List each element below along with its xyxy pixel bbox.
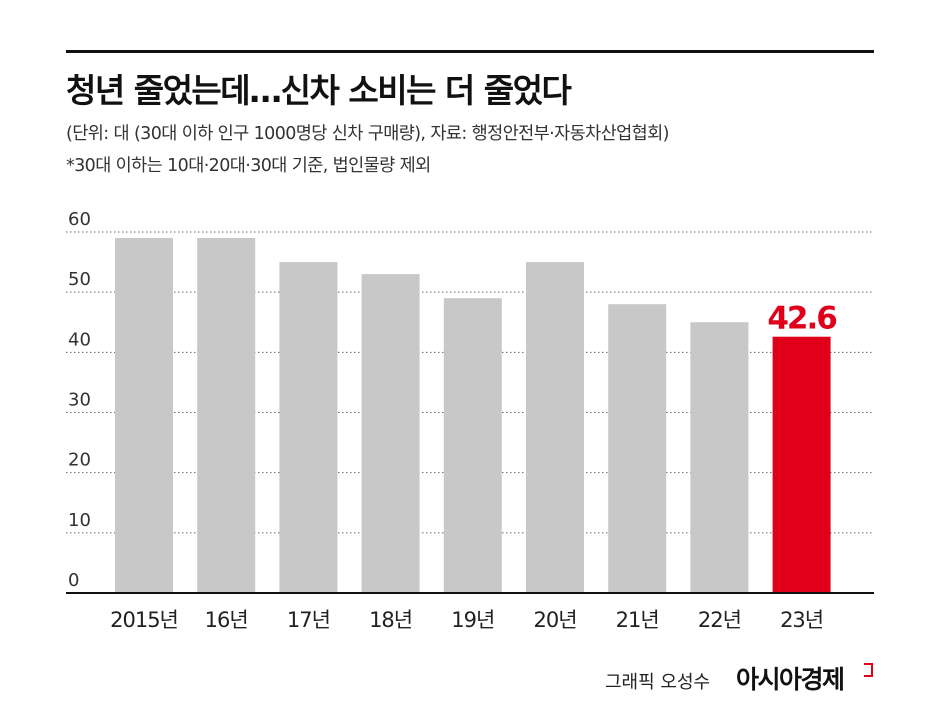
x-tick-label: 17년 — [287, 608, 330, 632]
y-tick-label: 10 — [68, 510, 91, 531]
chart-title: 청년 줄었는데…신차 소비는 더 줄었다 — [66, 71, 572, 110]
x-tick-label: 18년 — [369, 608, 412, 632]
bar-9 — [772, 336, 831, 593]
y-tick-label: 30 — [68, 390, 91, 411]
x-tick-label: 21년 — [616, 608, 659, 632]
x-tick-label: 20년 — [533, 608, 576, 632]
bar-1 — [115, 238, 173, 593]
x-tick-label: 2015년 — [110, 608, 178, 632]
x-tick-label: 19년 — [451, 608, 494, 632]
bar-7 — [608, 304, 667, 593]
bar-8 — [690, 322, 749, 593]
bar-3 — [279, 262, 338, 593]
y-tick-label: 60 — [68, 209, 91, 230]
bar-4 — [361, 274, 420, 593]
y-tick-label: 40 — [68, 329, 91, 350]
y-tick-label: 50 — [68, 269, 91, 290]
x-tick-label: 16년 — [205, 608, 248, 632]
chart-subtitle: (단위: 대 (30대 이하 인구 1000명당 신차 구매량), 자료: 행정… — [66, 124, 669, 144]
bar-2 — [197, 238, 256, 593]
x-tick-label: 22년 — [698, 608, 741, 632]
bar-6 — [526, 262, 584, 593]
y-tick-label: 0 — [68, 570, 79, 591]
bar-5 — [443, 298, 502, 593]
graphic-credit: 그래픽 오성수 — [605, 672, 711, 693]
chart-note: *30대 이하는 10대·20대·30대 기준, 법인물량 제외 — [66, 156, 431, 176]
top-rule — [66, 50, 874, 53]
data-label: 42.6 — [767, 301, 836, 337]
y-tick-label: 20 — [68, 450, 91, 471]
publisher-logo: 아시아경제 — [736, 665, 845, 694]
logo-mark-icon — [864, 663, 873, 677]
x-tick-label: 23년 — [780, 608, 823, 632]
